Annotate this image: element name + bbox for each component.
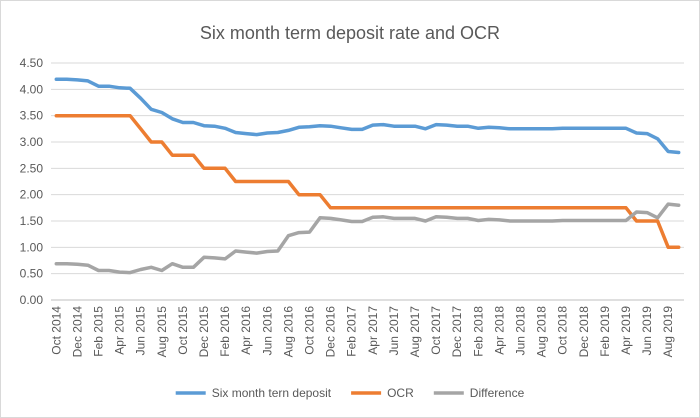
y-tick-label: 4.50 (20, 56, 44, 70)
x-tick-label: Aug 2016 (281, 306, 295, 358)
x-axis-tick-labels: Oct 2014 Dec 2014 Feb 2015 Apr 2015 Jun 2015… (49, 306, 675, 358)
x-tick-label: Feb 2018 (471, 306, 485, 357)
legend-entry: Difference (433, 386, 525, 400)
x-tick-label: Jun 2016 (260, 306, 274, 356)
y-tick-label: 3.50 (20, 109, 44, 123)
x-tick-label: Aug 2017 (408, 306, 422, 358)
x-tick-label: Oct 2018 (556, 306, 570, 355)
x-tick-label: Feb 2017 (345, 306, 359, 357)
x-tick-label: Aug 2015 (155, 306, 169, 358)
x-tick-label: Dec 2016 (324, 306, 338, 358)
series-line-six-month-tern-deposit (54, 77, 681, 155)
y-tick-label: 2.50 (20, 161, 44, 175)
x-tick-label: Apr 2018 (492, 306, 506, 355)
x-tick-label: Dec 2014 (70, 306, 84, 358)
series-lines (54, 77, 681, 275)
y-tick-label: 1.00 (20, 240, 44, 254)
legend-entry: Six month tern deposit (175, 386, 332, 400)
x-tick-label: Oct 2014 (49, 306, 63, 355)
chart-title: Six month term deposit rate and OCR (200, 23, 500, 43)
y-tick-label: 1.50 (20, 214, 44, 228)
y-tick-label: 2.00 (20, 188, 44, 202)
gridlines (51, 62, 684, 301)
legend-entry: OCR (351, 386, 414, 400)
x-tick-label: Jun 2018 (513, 306, 527, 356)
x-tick-label: Aug 2019 (661, 306, 675, 358)
series-line-difference (54, 202, 681, 275)
x-tick-label: Dec 2017 (450, 306, 464, 358)
y-tick-label: 0.00 (20, 293, 44, 307)
x-tick-label: Oct 2016 (302, 306, 316, 355)
x-tick-label: Oct 2017 (429, 306, 443, 355)
y-tick-label: 4.00 (20, 82, 44, 96)
x-tick-label: Apr 2015 (113, 306, 127, 355)
legend-label: OCR (387, 386, 414, 400)
y-tick-label: 3.00 (20, 135, 44, 149)
x-tick-label: Feb 2016 (218, 306, 232, 357)
x-tick-label: Apr 2017 (366, 306, 380, 355)
x-tick-label: Jun 2015 (134, 306, 148, 356)
legend-label: Difference (470, 386, 525, 400)
x-tick-label: Feb 2015 (91, 306, 105, 357)
x-tick-label: Dec 2018 (577, 306, 591, 358)
legend: Six month tern deposit OCR Difference (175, 386, 525, 400)
x-tick-label: Jun 2019 (640, 306, 654, 356)
legend-label: Six month tern deposit (212, 386, 332, 400)
x-tick-label: Apr 2019 (619, 306, 633, 355)
x-tick-label: Oct 2015 (176, 306, 190, 355)
series-line-ocr (54, 113, 681, 250)
x-tick-label: Feb 2019 (598, 306, 612, 357)
x-tick-label: Aug 2018 (535, 306, 549, 358)
y-tick-label: 0.50 (20, 267, 44, 281)
y-axis-tick-labels: 0.00 0.50 1.00 1.50 2.00 2.50 3.00 3.50 4.00 4.50 (20, 56, 44, 307)
x-tick-label: Jun 2017 (387, 306, 401, 356)
x-tick-label: Dec 2015 (197, 306, 211, 358)
x-tick-label: Apr 2016 (239, 306, 253, 355)
